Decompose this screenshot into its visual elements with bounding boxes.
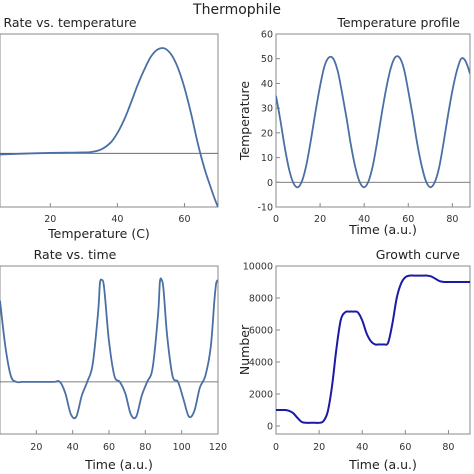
panel-title: Temperature profile [336,15,460,30]
x-tick-label: 40 [358,214,370,225]
y-tick-label: -10 [257,203,273,214]
y-tick-label: 20 [261,128,273,139]
x-tick-label: 40 [111,214,123,225]
x-tick-label: 60 [402,214,414,225]
x-tick-label: 0 [273,442,279,453]
x-tick-label: 80 [139,442,151,453]
y-tick-label: 4000 [249,358,273,369]
y-tick-label: 0 [267,178,273,189]
plot-frame [275,33,471,208]
x-tick-label: 20 [44,214,56,225]
figure-title: Thermophile [192,2,281,18]
panel-title: Rate vs. temperature [3,15,136,30]
panel-growth: Growth curve 0 20 40 60 80 0 2000 4000 6000 8000 10… [237,247,471,472]
x-axis-label: Time (a.u.) [348,457,417,472]
panels: Rate vs. temperature 20 40 60 Temperature (C… [0,15,471,472]
y-tick-label: 40 [261,79,273,90]
x-axis-label: Time (a.u.) [84,457,153,472]
y-tick-label: 10000 [243,262,273,273]
x-tick-label: 0 [273,214,279,225]
y-tick-label: 10 [261,153,273,164]
panel-title: Growth curve [376,247,461,262]
x-axis-label: Temperature (C) [47,226,150,241]
y-tick-label: 6000 [249,326,273,337]
series-line [276,55,470,189]
series-line [0,277,218,420]
x-tick-label: 20 [314,214,326,225]
y-tick-label: 60 [261,30,273,41]
x-tick-label: 60 [399,442,411,453]
plot-frame [275,265,471,435]
x-tick-label: 80 [446,214,458,225]
x-tick-label: 80 [442,442,454,453]
panel-rate_time: Rate vs. time 20 40 60 80 100 120 Time (a.u.) [0,247,227,472]
series-line [0,47,218,207]
x-tick-label: 60 [178,214,190,225]
x-tick-label: 40 [67,442,79,453]
x-tick-label: 40 [356,442,368,453]
x-tick-label: 20 [313,442,325,453]
y-axis-label: Temperature [237,81,252,161]
panel-rate_temp: Rate vs. temperature 20 40 60 Temperature (C… [0,15,219,241]
y-tick-label: 8000 [249,294,273,305]
y-tick-label: 50 [261,54,273,65]
x-tick-label: 20 [30,442,42,453]
plot-frame [0,33,219,208]
y-tick-label: 30 [261,104,273,115]
panel-title: Rate vs. time [34,247,117,262]
x-axis-label: Time (a.u.) [348,222,417,237]
x-tick-label: 100 [173,442,191,453]
y-tick-label: 2000 [249,390,273,401]
y-tick-label: 0 [267,422,273,433]
series-line [276,274,470,424]
x-tick-label: 120 [209,442,227,453]
x-tick-label: 60 [103,442,115,453]
y-axis-label: Number [237,324,252,375]
